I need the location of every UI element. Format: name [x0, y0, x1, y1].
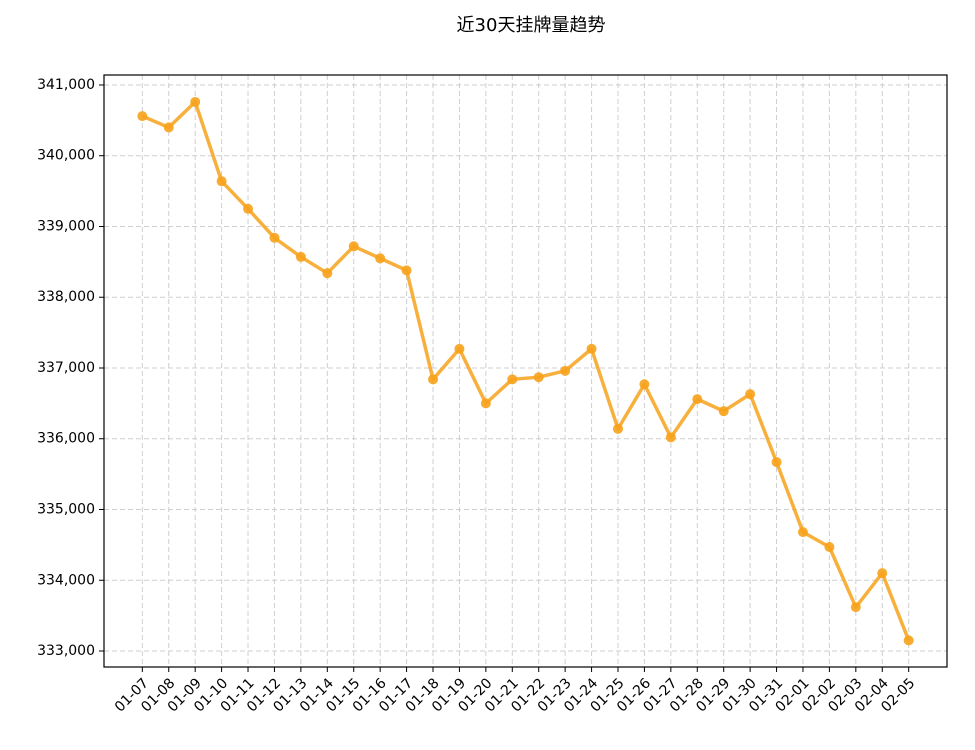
point — [665, 432, 676, 443]
point — [639, 379, 650, 390]
point — [797, 527, 808, 538]
y-tick-label: 341,000 — [37, 77, 95, 93]
point — [586, 343, 597, 354]
point — [401, 265, 412, 276]
point — [243, 203, 254, 214]
chart-title: 近30天挂牌量趋势 — [457, 15, 606, 36]
point — [322, 268, 333, 279]
point — [745, 389, 756, 400]
y-tick-label: 335,000 — [37, 502, 95, 518]
point — [454, 343, 465, 354]
point — [375, 253, 386, 264]
point — [190, 96, 201, 107]
point — [903, 635, 914, 646]
y-tick-label: 333,000 — [37, 643, 95, 659]
point — [877, 568, 888, 579]
plot-frame — [103, 74, 948, 668]
point — [137, 111, 148, 122]
point — [692, 394, 703, 405]
y-tick-label: 340,000 — [37, 148, 95, 164]
point — [824, 542, 835, 553]
point — [560, 365, 571, 376]
point — [507, 374, 518, 385]
point — [718, 406, 729, 417]
point — [295, 251, 306, 262]
point — [216, 176, 227, 187]
point — [163, 122, 174, 133]
point — [348, 241, 359, 252]
point — [480, 398, 491, 409]
point — [269, 232, 280, 243]
y-tick-label: 337,000 — [37, 360, 95, 376]
series-line — [141, 100, 911, 642]
y-tick-label: 339,000 — [37, 218, 95, 234]
point — [771, 457, 782, 468]
y-tick-label: 336,000 — [37, 431, 95, 447]
point — [428, 374, 439, 385]
point — [850, 602, 861, 613]
point — [533, 372, 544, 383]
point — [612, 423, 623, 434]
y-tick-label: 334,000 — [37, 572, 95, 588]
y-tick-label: 338,000 — [37, 289, 95, 305]
